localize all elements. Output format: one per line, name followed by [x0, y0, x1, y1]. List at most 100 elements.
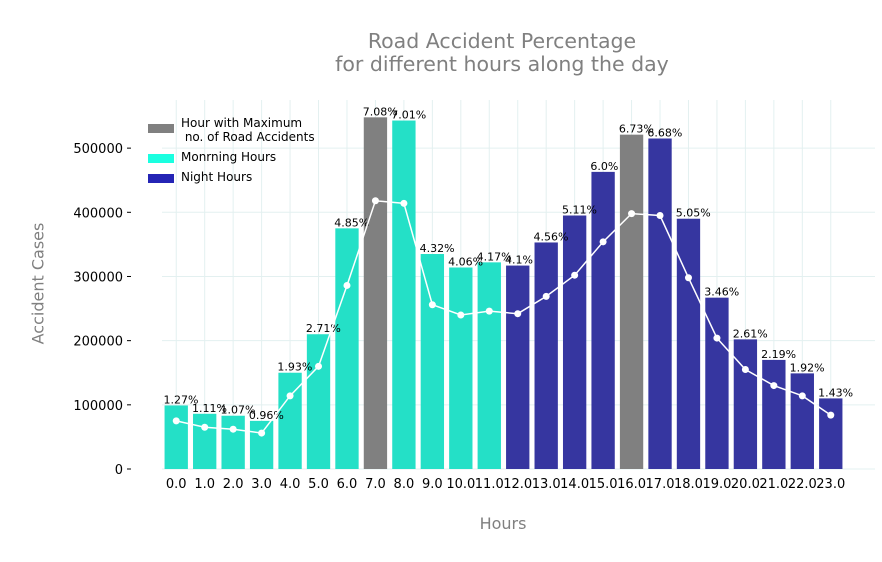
- legend-label-night: Night Hours: [181, 170, 253, 184]
- bar: [249, 420, 274, 469]
- bar-value-label: 6.0%: [590, 160, 618, 173]
- bar: [193, 413, 217, 469]
- x-tick-label: 16.0: [617, 477, 646, 492]
- line-point: [827, 411, 835, 419]
- x-tick-label: 4.0: [280, 477, 301, 492]
- line-point: [286, 392, 294, 400]
- bar-value-label: 4.32%: [420, 242, 455, 255]
- x-tick-label: 1.0: [194, 477, 215, 492]
- bar: [790, 373, 814, 469]
- bar-value-label: 2.61%: [733, 327, 768, 340]
- bar: [449, 267, 473, 469]
- line-point: [229, 425, 237, 433]
- line-point: [684, 274, 692, 282]
- x-tick-label: 5.0: [308, 477, 329, 492]
- bar-value-label: 1.07%: [220, 404, 255, 417]
- bar-value-label: 0.96%: [249, 409, 284, 422]
- legend-swatch-morning: [148, 154, 174, 163]
- bar: [392, 120, 416, 470]
- line-point: [428, 301, 436, 309]
- x-axis-label: Hours: [479, 514, 527, 533]
- line-point: [514, 310, 522, 318]
- y-tick-label: 200000: [73, 335, 123, 350]
- line-point: [371, 197, 379, 205]
- bar: [619, 134, 644, 469]
- line-point: [315, 362, 323, 370]
- legend-label-max: Hour with Maximum no. of Road Accidents: [181, 116, 315, 144]
- bar-value-label: 1.27%: [164, 393, 199, 406]
- x-tick-label: 22.0: [788, 477, 817, 492]
- y-tick-label: 100000: [73, 399, 123, 414]
- bar-value-label: 4.17%: [477, 250, 512, 263]
- x-tick-label: 15.0: [589, 477, 618, 492]
- line-point: [599, 238, 607, 246]
- bar: [221, 415, 245, 469]
- line-point: [770, 382, 778, 390]
- bar: [534, 242, 558, 469]
- chart-title-line2: for different hours along the day: [335, 52, 669, 76]
- line-point: [343, 281, 351, 289]
- bar-value-label: 2.19%: [761, 348, 796, 361]
- x-tick-label: 18.0: [674, 477, 703, 492]
- x-tick-label: 3.0: [251, 477, 272, 492]
- bar: [335, 228, 359, 469]
- bar-value-label: 4.06%: [448, 255, 483, 268]
- bar-value-label: 4.1%: [505, 254, 533, 267]
- bar-value-label: 7.01%: [391, 109, 426, 122]
- series-line: [176, 199, 832, 434]
- bar: [762, 359, 786, 469]
- bar-value-label: 4.56%: [534, 230, 569, 243]
- line-point: [258, 429, 266, 437]
- bar: [705, 297, 729, 469]
- bar-value-label: 7.08%: [363, 105, 398, 118]
- bar-value-label: 6.68%: [647, 127, 682, 140]
- y-tick-label: 0: [115, 463, 123, 478]
- bar: [648, 138, 672, 470]
- y-tick-label: 500000: [73, 142, 123, 157]
- bar-value-label: 6.73%: [619, 123, 654, 136]
- y-axis-label: Accident Cases: [28, 222, 48, 345]
- line-point: [798, 392, 806, 400]
- x-tick-label: 13.0: [532, 477, 561, 492]
- x-tick-label: 10.0: [446, 477, 475, 492]
- line-point: [457, 311, 465, 319]
- bar: [562, 215, 587, 469]
- bar-value-label: 5.05%: [676, 207, 711, 220]
- bar: [819, 398, 843, 469]
- bar-value-label: 5.11%: [562, 204, 597, 217]
- bar-value-label: 1.43%: [818, 386, 853, 399]
- bar-value-label: 1.11%: [192, 402, 227, 415]
- x-tick-label: 14.0: [560, 477, 589, 492]
- x-tick-label: 7.0: [365, 477, 386, 492]
- bar: [420, 254, 445, 469]
- bar: [477, 262, 501, 469]
- bar: [363, 117, 388, 469]
- bar-value-label: 1.93%: [277, 361, 312, 374]
- x-tick-label: 11.0: [475, 477, 504, 492]
- line-point: [485, 307, 493, 315]
- bar: [591, 171, 615, 469]
- x-tick-label: 9.0: [422, 477, 443, 492]
- x-tick-label: 6.0: [337, 477, 358, 492]
- x-tick-label: 0.0: [166, 477, 187, 492]
- line-point: [628, 210, 636, 218]
- y-tick-label: 400000: [73, 206, 123, 221]
- chart-title-line1: Road Accident Percentage: [367, 29, 637, 53]
- line-point: [400, 199, 408, 207]
- y-tick-label: 300000: [73, 270, 123, 285]
- x-tick-label: 23.0: [816, 477, 845, 492]
- x-tick-label: 8.0: [394, 477, 415, 492]
- line-point: [201, 423, 209, 431]
- bar-value-label: 1.92%: [790, 361, 825, 374]
- line-point: [172, 417, 180, 425]
- x-tick-label: 20.0: [731, 477, 760, 492]
- legend-swatch-night: [148, 174, 174, 183]
- legend-label-morning: Monrning Hours: [181, 150, 277, 164]
- bar: [676, 218, 701, 469]
- legend-swatch-max: [148, 124, 174, 133]
- bar-value-label: 4.85%: [334, 216, 369, 229]
- bar: [506, 265, 530, 469]
- bar: [306, 334, 331, 469]
- line-point: [656, 212, 664, 220]
